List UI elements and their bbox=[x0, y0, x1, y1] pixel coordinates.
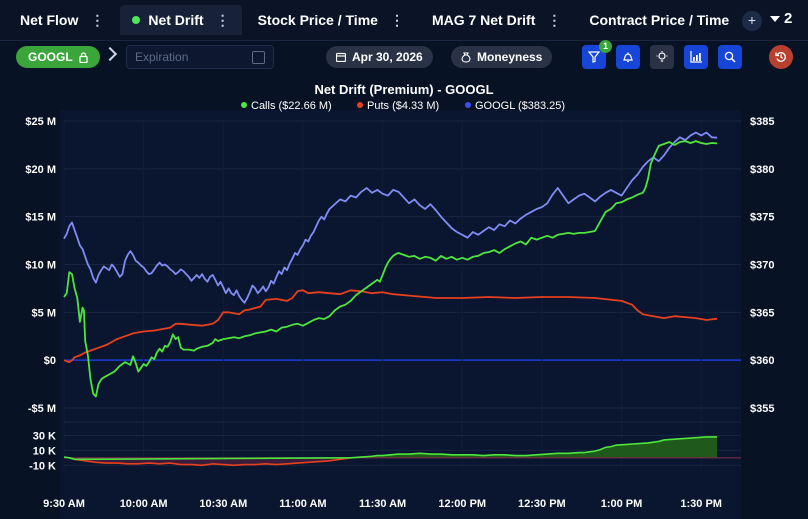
bottom-tick-label: 30 K bbox=[33, 430, 56, 442]
x-tick-label: 1:00 PM bbox=[601, 498, 643, 510]
tab-count-dropdown[interactable]: 2 bbox=[770, 10, 792, 27]
right-tick-label: $365 bbox=[750, 307, 774, 319]
x-axis: 9:30 AM 10:00 AM 10:30 AM 11:00 AM 11:30 AM 1… bbox=[43, 498, 722, 510]
bottom-tick-label: 10 K bbox=[33, 445, 56, 457]
legend-label: Puts ($4.33 M) bbox=[367, 100, 439, 112]
puts-line bbox=[63, 289, 718, 363]
x-tick-label: 10:00 AM bbox=[120, 498, 168, 510]
right-axis: $385 $380 $375 $370 $365 $360 $355 bbox=[750, 116, 774, 415]
x-tick-label: 12:00 PM bbox=[438, 498, 486, 510]
ticker-label: GOOGL bbox=[28, 50, 73, 64]
right-tick-label: $360 bbox=[750, 355, 774, 367]
alerts-button[interactable] bbox=[616, 45, 640, 69]
ticker-selector[interactable]: GOOGL bbox=[16, 46, 100, 68]
tab-menu-icon[interactable]: ⋮ bbox=[90, 11, 105, 28]
tab-label: Net Flow bbox=[20, 12, 79, 28]
lock-icon bbox=[79, 51, 88, 63]
grid bbox=[63, 120, 741, 469]
bottom-tick-label: -10 K bbox=[29, 460, 56, 472]
moneyness-button[interactable]: Moneyness bbox=[451, 46, 553, 68]
active-dot-icon bbox=[132, 16, 141, 24]
expiration-field[interactable]: Expiration bbox=[126, 45, 274, 69]
legend-marker bbox=[241, 102, 247, 108]
calendar-icon bbox=[336, 52, 346, 62]
tab-list: Net Flow ⋮ Net Drift ⋮ Stock Price / Time ⋮ MA… bbox=[8, 5, 771, 35]
legend-marker bbox=[465, 102, 471, 108]
right-tick-label: $355 bbox=[750, 403, 774, 415]
net-drift-chart: Net Drift (Premium) - GOOGL Calls ($22.6… bbox=[25, 82, 774, 519]
filter-badge: 1 bbox=[599, 40, 612, 53]
bell-icon bbox=[623, 52, 633, 63]
chevron-right-icon[interactable] bbox=[102, 46, 118, 62]
tab-menu-icon[interactable]: ⋮ bbox=[547, 11, 562, 28]
left-tick-label: $5 M bbox=[32, 307, 56, 319]
right-tick-label: $370 bbox=[750, 260, 774, 272]
right-tick-label: $375 bbox=[750, 212, 774, 224]
chart-type-button[interactable] bbox=[684, 45, 708, 69]
left-tick-label: -$5 M bbox=[28, 403, 56, 415]
tab-label: Net Drift bbox=[148, 12, 204, 28]
add-tab-button[interactable]: + bbox=[742, 11, 762, 31]
x-tick-label: 10:30 AM bbox=[199, 498, 247, 510]
insights-button[interactable] bbox=[650, 45, 674, 69]
x-tick-label: 11:30 AM bbox=[359, 498, 406, 510]
zoom-button[interactable] bbox=[718, 45, 742, 69]
tab-label: Stock Price / Time bbox=[257, 12, 378, 28]
reset-button[interactable] bbox=[769, 45, 793, 69]
tab-label: Contract Price / Time bbox=[589, 12, 730, 28]
legend-marker bbox=[357, 102, 363, 108]
series-group bbox=[63, 131, 718, 398]
toolbar: GOOGL Expiration Apr 30, 2026 Moneyness … bbox=[0, 40, 808, 76]
x-tick-label: 12:30 PM bbox=[518, 498, 566, 510]
x-tick-label: 9:30 AM bbox=[43, 498, 85, 510]
right-tick-label: $380 bbox=[750, 164, 774, 176]
left-tick-label: $15 M bbox=[25, 212, 56, 224]
bottom-positive-line bbox=[63, 436, 718, 461]
volume-panel: 30 K 10 K -10 K bbox=[29, 421, 741, 472]
bag-icon bbox=[461, 51, 471, 63]
date-label: Apr 30, 2026 bbox=[352, 50, 423, 64]
lightbulb-icon bbox=[656, 51, 668, 62]
tab-count: 2 bbox=[784, 10, 793, 27]
legend-label: GOOGL ($383.25) bbox=[475, 100, 565, 112]
left-tick-label: $10 M bbox=[25, 260, 56, 272]
calendar-icon bbox=[252, 51, 265, 64]
date-picker-button[interactable]: Apr 30, 2026 bbox=[326, 46, 433, 68]
chevron-down-icon bbox=[770, 15, 780, 22]
legend: Calls ($22.66 M) Puts ($4.33 M) GOOGL ($38… bbox=[241, 100, 565, 112]
calls-line bbox=[63, 140, 718, 398]
moneyness-label: Moneyness bbox=[477, 50, 543, 64]
x-tick-label: 11:00 AM bbox=[279, 498, 326, 510]
bottom-positive-area bbox=[64, 436, 718, 458]
left-tick-label: $0 bbox=[44, 355, 56, 367]
left-axis: $25 M $20 M $15 M $10 M $5 M $0 -$5 M bbox=[25, 116, 56, 415]
tab-menu-icon[interactable]: ⋮ bbox=[215, 11, 230, 28]
tab-menu-icon[interactable]: ⋮ bbox=[389, 11, 404, 28]
history-icon bbox=[775, 52, 786, 62]
filter-button[interactable]: 1 bbox=[582, 40, 612, 69]
tab-label: MAG 7 Net Drift bbox=[431, 12, 536, 28]
tab-bar: Net Flow ⋮ Net Drift ⋮ Stock Price / Time ⋮ MA… bbox=[0, 0, 808, 41]
right-tick-label: $385 bbox=[750, 116, 774, 128]
tab-net-drift[interactable]: Net Drift ⋮ bbox=[120, 5, 242, 35]
chart-title: Net Drift (Premium) - GOOGL bbox=[314, 82, 493, 97]
legend-label: Calls ($22.66 M) bbox=[251, 100, 332, 112]
chart-icon bbox=[689, 51, 702, 63]
filter-icon bbox=[588, 51, 600, 63]
bottom-negative-area bbox=[64, 457, 718, 466]
googl-price-line bbox=[63, 131, 718, 304]
tab-stock-price-time[interactable]: Stock Price / Time ⋮ bbox=[246, 5, 416, 35]
tab-net-flow[interactable]: Net Flow ⋮ bbox=[8, 5, 116, 35]
left-tick-label: $20 M bbox=[25, 164, 56, 176]
expiration-placeholder: Expiration bbox=[135, 50, 189, 64]
bottom-negative-line bbox=[69, 457, 351, 467]
tab-contract-price-time[interactable]: Contract Price / Time⋮ bbox=[577, 5, 767, 35]
left-tick-label: $25 M bbox=[25, 116, 56, 128]
magnifier-icon bbox=[724, 51, 736, 63]
tab-mag-7-net-drift[interactable]: MAG 7 Net Drift ⋮ bbox=[420, 5, 573, 35]
x-tick-label: 1:30 PM bbox=[680, 498, 722, 510]
